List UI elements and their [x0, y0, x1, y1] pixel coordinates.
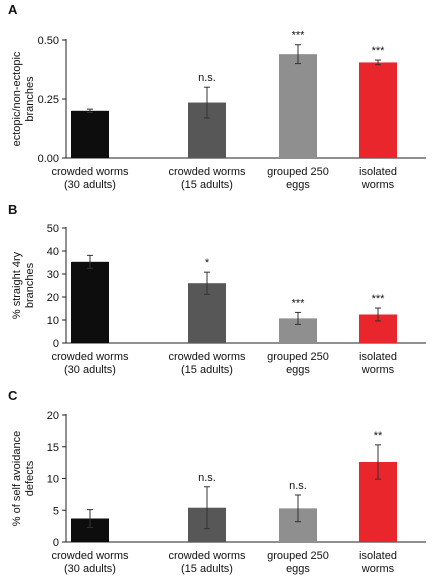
significance-label: ***	[372, 45, 386, 57]
y-tick-label: 0.50	[38, 35, 59, 47]
y-tick-label: 0.00	[38, 153, 59, 165]
x-tick-label: (15 adults)	[181, 179, 233, 191]
y-tick-label: 20	[47, 410, 59, 422]
x-tick-label: eggs	[286, 364, 310, 376]
x-tick-label: isolated	[359, 351, 397, 363]
x-tick-label: grouped 250	[267, 351, 329, 363]
y-tick-label: 10	[47, 474, 59, 486]
y-axis-title: branches	[24, 76, 36, 122]
significance-label: ***	[372, 293, 386, 305]
panel-letter: C	[8, 388, 18, 403]
y-tick-label: 0	[53, 537, 59, 549]
x-tick-label: crowded worms	[168, 351, 246, 363]
x-tick-label: crowded worms	[51, 550, 129, 562]
y-tick-label: 40	[47, 246, 59, 258]
significance-label: n.s.	[198, 472, 216, 484]
panel-letter: B	[8, 202, 17, 217]
significance-label: **	[374, 430, 383, 442]
x-tick-label: crowded worms	[51, 351, 129, 363]
x-tick-label: isolated	[359, 166, 397, 178]
x-tick-label: eggs	[286, 563, 310, 575]
x-tick-label: eggs	[286, 179, 310, 191]
y-axis-title: branches	[24, 262, 36, 308]
panel-letter: A	[8, 2, 18, 17]
y-axis-title: ectopic/non-ectopic	[11, 51, 23, 146]
bar	[71, 110, 109, 158]
x-tick-label: crowded worms	[168, 166, 246, 178]
y-tick-label: 50	[47, 223, 59, 235]
x-tick-label: isolated	[359, 550, 397, 562]
bar	[71, 261, 109, 343]
y-axis-title: % of self avoidance	[11, 431, 23, 526]
y-tick-label: 15	[47, 442, 59, 454]
y-tick-label: 20	[47, 292, 59, 304]
y-axis-title: defects	[24, 460, 36, 496]
y-axis-title: % straight 4ry	[11, 251, 23, 319]
x-tick-label: (30 adults)	[64, 364, 116, 376]
x-tick-label: (30 adults)	[64, 563, 116, 575]
significance-label: ***	[292, 30, 306, 42]
y-tick-label: 10	[47, 315, 59, 327]
x-tick-label: worms	[361, 364, 395, 376]
x-tick-label: crowded worms	[168, 550, 246, 562]
x-tick-label: grouped 250	[267, 550, 329, 562]
significance-label: *	[205, 257, 210, 269]
y-tick-label: 5	[53, 505, 59, 517]
x-tick-label: worms	[361, 563, 395, 575]
bar	[71, 518, 109, 542]
x-tick-label: grouped 250	[267, 166, 329, 178]
bar	[359, 62, 397, 158]
x-tick-label: (30 adults)	[64, 179, 116, 191]
significance-label: ***	[292, 297, 306, 309]
x-tick-label: (15 adults)	[181, 563, 233, 575]
x-tick-label: worms	[361, 179, 395, 191]
bar	[279, 54, 317, 158]
x-tick-label: (15 adults)	[181, 364, 233, 376]
x-tick-label: crowded worms	[51, 166, 129, 178]
y-tick-label: 0.25	[38, 94, 59, 106]
y-tick-label: 0	[53, 338, 59, 350]
significance-label: n.s.	[289, 480, 307, 492]
y-tick-label: 30	[47, 269, 59, 281]
significance-label: n.s.	[198, 72, 216, 84]
